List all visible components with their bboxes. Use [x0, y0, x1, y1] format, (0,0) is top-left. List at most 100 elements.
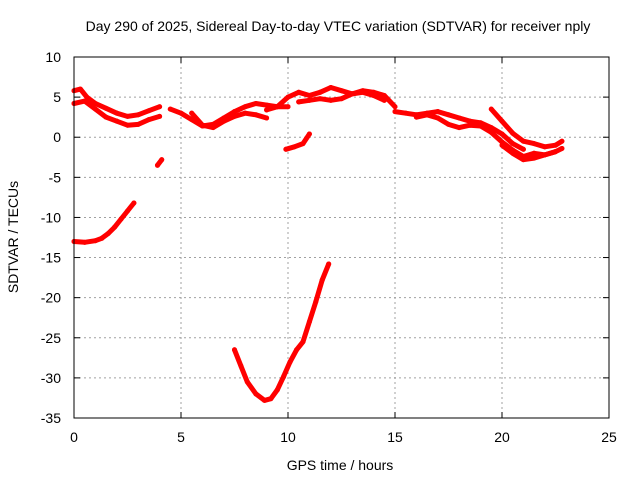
data-point	[264, 115, 270, 121]
data-point	[264, 107, 270, 113]
data-point	[300, 339, 306, 345]
x-tick-label: 20	[494, 429, 510, 445]
y-tick-label: -25	[41, 330, 61, 346]
data-point	[510, 150, 516, 156]
data-point	[392, 109, 398, 115]
data-point	[274, 104, 280, 110]
chart-title: Day 290 of 2025, Sidereal Day-to-day VTE…	[86, 18, 591, 34]
data-point	[253, 391, 259, 397]
y-tick-label: -10	[41, 209, 61, 225]
data-point	[559, 138, 565, 144]
data-point	[103, 114, 109, 120]
data-point	[328, 97, 334, 103]
data-point	[232, 109, 237, 115]
series-trace-main-i	[488, 106, 565, 150]
plot-frame	[73, 56, 610, 419]
data-point	[189, 110, 195, 116]
data-point	[221, 118, 227, 124]
data-point	[510, 130, 516, 136]
data-point	[82, 98, 88, 104]
data-point	[381, 93, 387, 99]
data-point	[326, 261, 332, 267]
data-point	[446, 112, 451, 118]
x-tick-label: 5	[177, 429, 185, 445]
series-line	[283, 131, 312, 152]
data-point	[135, 112, 141, 118]
data-point	[103, 105, 109, 111]
data-point	[291, 144, 297, 150]
series-line	[71, 86, 163, 119]
data-point	[178, 110, 184, 116]
data-point	[499, 118, 505, 124]
series-line	[413, 112, 558, 159]
data-point	[105, 230, 111, 236]
series-trace-main-h	[413, 112, 558, 159]
x-tick-label: 10	[280, 429, 296, 445]
data-point	[488, 106, 494, 112]
data-point	[319, 277, 325, 283]
y-tick-label: -5	[49, 169, 62, 185]
data-point	[125, 113, 130, 119]
data-point	[281, 373, 287, 379]
data-point	[167, 106, 173, 112]
y-tick-label: -20	[41, 290, 61, 306]
data-point	[306, 131, 312, 137]
data-point	[159, 157, 165, 163]
y-tick-label: -30	[41, 370, 61, 386]
series-trace-main-f	[296, 88, 398, 110]
data-point	[238, 363, 244, 369]
data-point	[328, 84, 334, 90]
data-series	[71, 84, 565, 403]
data-point	[114, 118, 120, 124]
data-point	[371, 89, 377, 95]
data-point	[499, 142, 505, 148]
y-tick-label: 5	[53, 89, 61, 105]
data-point	[268, 396, 274, 402]
data-point	[456, 125, 462, 131]
data-point	[125, 122, 130, 128]
data-point	[261, 397, 267, 403]
data-point	[306, 93, 312, 99]
data-point	[285, 94, 291, 100]
data-point	[559, 145, 565, 151]
series-trace-main-j	[499, 142, 565, 163]
data-point	[553, 142, 558, 148]
data-point	[112, 224, 118, 230]
series-trace-main-c	[167, 101, 291, 129]
data-point	[306, 97, 312, 103]
data-point	[520, 146, 526, 152]
data-point	[296, 89, 302, 95]
data-point	[392, 104, 398, 110]
data-point	[499, 131, 505, 137]
data-point	[242, 110, 248, 116]
data-point	[287, 359, 293, 365]
data-point	[467, 122, 473, 128]
data-point	[403, 110, 409, 116]
y-tick-label: -15	[41, 250, 61, 266]
data-point	[157, 104, 163, 110]
data-point	[125, 208, 130, 214]
series-line	[296, 88, 398, 110]
data-point	[92, 106, 98, 112]
data-point	[349, 91, 355, 97]
data-point	[317, 89, 323, 95]
data-point	[339, 96, 344, 102]
data-point	[339, 88, 344, 94]
data-point	[244, 379, 250, 385]
data-point	[531, 155, 537, 161]
y-tick-label: -35	[41, 410, 61, 426]
data-point	[114, 110, 120, 116]
data-point	[146, 108, 152, 114]
series-trace-main-b	[71, 98, 163, 128]
data-point	[232, 347, 237, 353]
data-point	[510, 141, 516, 147]
data-point	[424, 112, 430, 118]
y-axis-label: SDTVAR / TECUs	[5, 181, 21, 293]
data-point	[435, 109, 441, 115]
x-axis-label: GPS time / hours	[287, 457, 394, 473]
data-point	[520, 138, 526, 144]
data-point	[264, 102, 270, 108]
series-trace-valley	[232, 261, 332, 403]
data-point	[146, 117, 152, 123]
